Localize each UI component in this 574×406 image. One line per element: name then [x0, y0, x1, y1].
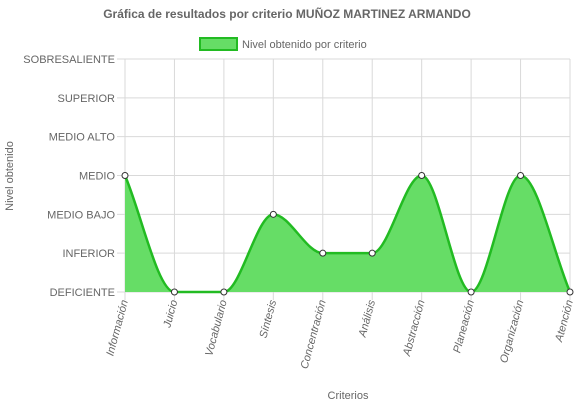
data-point[interactable] — [566, 288, 574, 296]
series — [121, 172, 574, 296]
x-tick-label: Organización — [498, 299, 526, 365]
y-tick-label: DEFICIENTE — [50, 287, 115, 299]
data-point[interactable] — [467, 288, 475, 296]
x-tick-label: Concentración — [299, 299, 329, 371]
series-area — [125, 175, 570, 292]
x-tick-label: Análisis — [356, 298, 378, 339]
x-tick-label: Juicio — [161, 299, 180, 330]
legend[interactable]: Nivel obtenido por criterio — [199, 37, 367, 51]
data-point[interactable] — [121, 172, 129, 179]
data-point[interactable] — [517, 172, 525, 179]
y-tick-label: SUPERIOR — [58, 93, 116, 105]
x-tick-label: Vocabulario — [203, 299, 230, 358]
y-tick-label: INFERIOR — [62, 248, 115, 260]
data-point[interactable] — [269, 210, 277, 218]
y-axis-ticks: DEFICIENTE INFERIOR MEDIO BAJO MEDIO MEDIO A… — [23, 54, 115, 299]
data-point[interactable] — [368, 249, 376, 257]
data-point[interactable] — [319, 249, 327, 257]
x-axis-ticks: Información Juicio Vocabulario Síntesis Conc… — [104, 298, 574, 370]
data-point[interactable] — [170, 288, 178, 296]
data-point[interactable] — [418, 172, 426, 179]
y-tick-label: SOBRESALIENTE — [23, 54, 115, 66]
legend-label: Nivel obtenido por criterio — [242, 39, 367, 51]
x-tick-label: Información — [104, 299, 130, 358]
x-tick-label: Planeación — [451, 299, 477, 355]
x-axis-title: Criterios — [328, 390, 369, 402]
x-tick-label: Atención — [553, 299, 574, 344]
x-tick-label: Abstracción — [401, 299, 428, 359]
x-tick-label: Síntesis — [258, 298, 280, 339]
legend-swatch — [199, 37, 238, 51]
data-point[interactable] — [220, 288, 228, 296]
y-tick-label: MEDIO BAJO — [47, 209, 115, 221]
y-axis-title: Nivel obtenido — [4, 141, 16, 211]
chart-title: Gráfica de resultados por criterio MUÑOZ… — [103, 6, 471, 21]
y-tick-label: MEDIO — [79, 171, 116, 183]
y-tick-label: MEDIO ALTO — [49, 132, 116, 144]
